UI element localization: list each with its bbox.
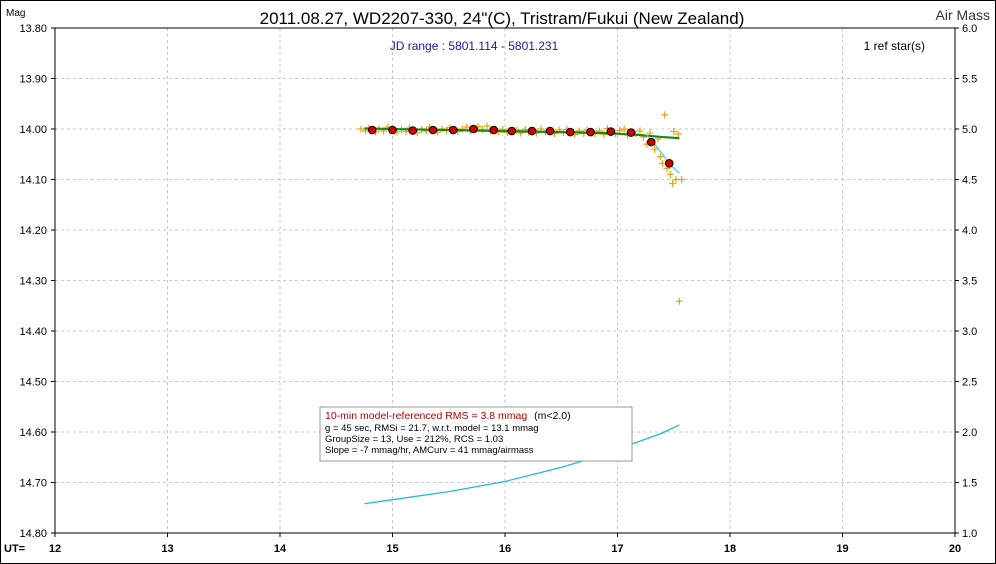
x-tick-label: 16	[499, 543, 511, 555]
chart-title: 2011.08.27, WD2207-330, 24"(C), Tristram…	[260, 9, 745, 28]
y2-tick-label: 4.0	[962, 225, 977, 237]
group-mean-point	[565, 127, 575, 137]
y-tick-label: 14.50	[19, 377, 47, 389]
y-tick-label: 14.30	[19, 276, 47, 288]
info-rms-line: 10-min model-referenced RMS = 3.8 mmag (…	[325, 410, 571, 422]
y-tick-label: 13.80	[19, 23, 47, 35]
y2-tick-label: 6.0	[962, 23, 977, 35]
group-mean-point	[448, 125, 458, 135]
info-line-2: g = 45 sec, RMSi = 21.7, w.r.t. model = …	[325, 423, 539, 434]
group-mean-point	[408, 126, 418, 135]
info-line-3: GroupSize = 13, Use = 212%, RCS = 1.03	[325, 434, 503, 445]
model-line	[364, 127, 680, 140]
group-mean-point	[545, 126, 555, 136]
x-axis-prefix: UT=	[4, 543, 25, 555]
info-box: 10-min model-referenced RMS = 3.8 mmag (…	[319, 406, 633, 462]
airmass-series	[364, 424, 680, 505]
left-axis-label: Mag	[6, 8, 25, 19]
x-tick-label: 18	[724, 543, 736, 555]
individual-point	[357, 125, 365, 133]
individual-point	[661, 111, 669, 119]
airmass-line	[364, 424, 680, 505]
group-mean-point	[626, 128, 636, 137]
group-mean-point	[428, 125, 438, 135]
right-axis-label: Air Mass	[936, 7, 990, 23]
y2-tick-label: 1.0	[962, 528, 977, 540]
individual-point	[674, 130, 682, 138]
y-tick-label: 14.40	[19, 326, 47, 338]
group-mean-point	[489, 125, 499, 135]
group-mean-point	[586, 127, 595, 137]
individual-point	[670, 128, 678, 136]
individual-point	[675, 297, 683, 305]
y-tick-label: 14.20	[19, 225, 47, 237]
group-mean-point	[469, 124, 478, 134]
y2-tick-label: 3.0	[962, 326, 977, 338]
x-tick-label: 14	[274, 543, 287, 555]
info-rms-text: 10-min model-referenced RMS = 3.8 mmag	[325, 410, 527, 422]
individual-point	[636, 127, 644, 135]
x-tick-label: 12	[49, 543, 61, 555]
group-mean-point	[606, 127, 616, 136]
y-tick-label: 13.90	[19, 74, 47, 86]
individual-point	[669, 180, 677, 188]
x-tick-label: 15	[386, 543, 398, 555]
group-mean-point	[367, 125, 377, 135]
group-mean-point	[388, 125, 397, 135]
y-tick-label: 14.80	[19, 528, 47, 540]
y-tick-label: 14.10	[19, 175, 47, 187]
individual-point	[651, 145, 659, 153]
x-tick-label: 13	[161, 543, 173, 555]
group-mean-point	[527, 126, 537, 136]
y2-tick-label: 3.5	[962, 276, 977, 288]
x-tick-label: 19	[836, 543, 848, 555]
individual-point	[666, 170, 674, 178]
group-means-series	[367, 124, 674, 168]
individual-point	[659, 159, 666, 167]
y2-tick-label: 2.5	[962, 377, 977, 389]
group-mean-point	[646, 137, 656, 147]
grid-lines	[55, 28, 955, 533]
y2-tick-label: 2.0	[962, 427, 977, 439]
y-tick-label: 14.60	[19, 427, 47, 439]
y2-tick-label: 4.5	[962, 175, 977, 187]
x-tick-label: 20	[949, 543, 961, 555]
x-tick-label: 17	[611, 543, 623, 555]
y-tick-label: 14.00	[19, 124, 47, 136]
ref-stars-label: 1 ref star(s)	[864, 39, 925, 53]
individual-point	[483, 122, 491, 130]
axis-ticks: 12 13 14 15 16 17 18 19 20 13.80 13.90 14.00 14.10 14…	[19, 23, 977, 555]
group-mean-point	[507, 126, 517, 136]
jd-range-label: JD range : 5801.114 - 5801.231	[390, 39, 559, 53]
individual-point	[479, 126, 486, 134]
model-series	[364, 127, 680, 140]
individual-point	[678, 176, 686, 183]
y2-tick-label: 5.5	[962, 74, 977, 86]
y2-tick-label: 5.0	[962, 124, 977, 136]
y2-tick-label: 1.5	[962, 478, 977, 490]
group-mean-point	[664, 159, 674, 168]
info-rms-note: (m<2.0)	[534, 410, 570, 422]
individual-point	[620, 125, 628, 133]
y-tick-label: 14.70	[19, 478, 47, 490]
info-line-4: Slope = -7 mmag/hr, AMCurv = 41 mmag/air…	[325, 445, 534, 456]
info-box-frame	[319, 406, 633, 462]
individual-point	[656, 153, 664, 161]
